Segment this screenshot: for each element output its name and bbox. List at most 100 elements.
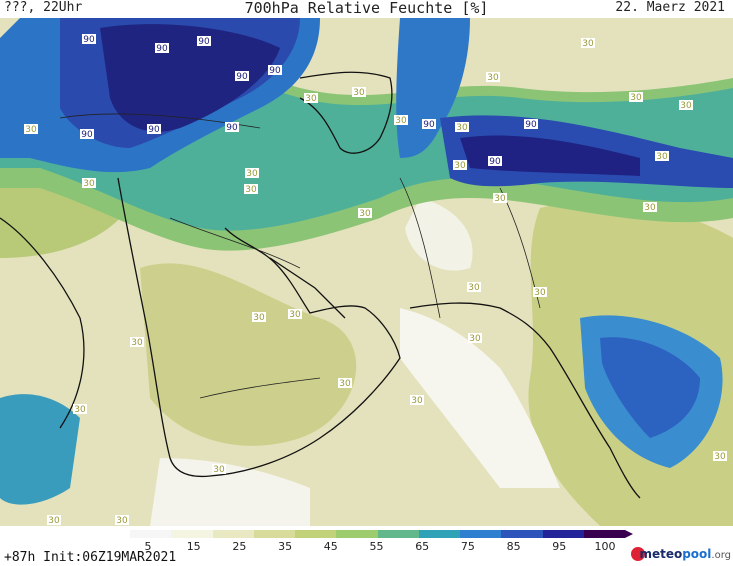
colorbar-tick-label: 35 bbox=[278, 540, 293, 553]
label-30: 30 bbox=[352, 87, 366, 98]
label-30: 30 bbox=[486, 72, 500, 83]
label-30: 30 bbox=[47, 515, 61, 526]
svg-text:30: 30 bbox=[83, 179, 95, 189]
colorbar-segment bbox=[377, 530, 419, 538]
svg-text:30: 30 bbox=[411, 396, 423, 406]
label-90: 90 bbox=[82, 34, 96, 45]
colorbar-segment bbox=[212, 530, 254, 538]
coastlines bbox=[0, 71, 641, 499]
brand-accent: pool bbox=[682, 547, 712, 561]
svg-text:90: 90 bbox=[269, 66, 281, 76]
svg-text:30: 30 bbox=[582, 39, 594, 49]
label-30: 30 bbox=[130, 337, 144, 348]
svg-text:30: 30 bbox=[213, 465, 225, 475]
coast-gulf bbox=[269, 257, 346, 319]
svg-text:30: 30 bbox=[395, 116, 407, 126]
contour-labels: 90 90 90 90 90 90 90 90 90 90 90 30 30 3… bbox=[24, 34, 727, 526]
label-30: 30 bbox=[455, 122, 469, 133]
label-30: 30 bbox=[679, 100, 693, 111]
label-30: 30 bbox=[115, 515, 129, 526]
field-blue-caspian bbox=[396, 18, 470, 158]
colorbar-segment bbox=[253, 530, 295, 538]
label-90: 90 bbox=[225, 122, 239, 133]
field-dry-iran bbox=[405, 198, 473, 271]
svg-text:30: 30 bbox=[454, 161, 466, 171]
label-90: 90 bbox=[488, 156, 502, 167]
svg-text:30: 30 bbox=[680, 101, 692, 111]
label-90: 90 bbox=[422, 119, 436, 130]
label-30: 30 bbox=[581, 38, 595, 49]
map-title: 700hPa Relative Feuchte [%] bbox=[244, 0, 489, 17]
label-90: 90 bbox=[235, 71, 249, 82]
colorbar-segment bbox=[501, 530, 543, 538]
forecast-init-label: +87h Init:06Z19MAR2021 bbox=[4, 550, 177, 565]
svg-text:30: 30 bbox=[253, 313, 265, 323]
coast-iran-india bbox=[409, 302, 641, 499]
svg-text:30: 30 bbox=[630, 93, 642, 103]
label-90: 90 bbox=[197, 36, 211, 47]
svg-text:90: 90 bbox=[198, 37, 210, 47]
svg-text:30: 30 bbox=[487, 73, 499, 83]
label-30: 30 bbox=[304, 93, 318, 104]
colorbar-tick-label: 95 bbox=[552, 540, 567, 553]
label-30: 30 bbox=[394, 115, 408, 126]
field-deep-india bbox=[600, 337, 700, 438]
label-90: 90 bbox=[147, 124, 161, 135]
footer-bar: 5 15 25 35 45 55 65 75 85 95 100 +87h Init:06Z19MA… bbox=[0, 526, 733, 566]
svg-text:30: 30 bbox=[245, 185, 257, 195]
colorbar-tick-label: 45 bbox=[323, 540, 338, 553]
svg-text:30: 30 bbox=[289, 310, 301, 320]
label-30: 30 bbox=[643, 202, 657, 213]
label-30: 30 bbox=[453, 160, 467, 171]
svg-text:30: 30 bbox=[339, 379, 351, 389]
meteopool-logo-icon bbox=[631, 547, 645, 561]
svg-text:90: 90 bbox=[236, 72, 248, 82]
humidity-map-svg: 90 90 90 90 90 90 90 90 90 90 90 30 30 3… bbox=[0, 18, 733, 526]
colorbar-segment bbox=[583, 530, 625, 538]
label-30: 30 bbox=[533, 287, 547, 298]
colorbar-segment bbox=[171, 530, 213, 538]
label-30: 30 bbox=[288, 309, 302, 320]
label-30: 30 bbox=[655, 151, 669, 162]
svg-text:30: 30 bbox=[353, 88, 365, 98]
label-90: 90 bbox=[80, 129, 94, 140]
colorbar-segment bbox=[418, 530, 460, 538]
label-30: 30 bbox=[82, 178, 96, 189]
border-1 bbox=[169, 217, 301, 269]
svg-text:30: 30 bbox=[468, 283, 480, 293]
brand-suffix: .org bbox=[711, 550, 731, 561]
svg-text:30: 30 bbox=[48, 516, 60, 526]
colorbar-max-tip bbox=[625, 530, 633, 538]
svg-text:30: 30 bbox=[25, 125, 37, 135]
label-90: 90 bbox=[268, 65, 282, 76]
field-olive-arabia bbox=[140, 263, 357, 446]
label-30: 30 bbox=[410, 395, 424, 406]
label-30: 30 bbox=[467, 282, 481, 293]
svg-text:90: 90 bbox=[81, 130, 93, 140]
colorbar-tick-label: 100 bbox=[594, 540, 616, 553]
colorbar-tick-label: 65 bbox=[415, 540, 430, 553]
colorbar-tick-label: 5 bbox=[144, 540, 152, 553]
svg-text:30: 30 bbox=[644, 203, 656, 213]
coast-africa bbox=[0, 217, 85, 429]
label-30: 30 bbox=[252, 312, 266, 323]
svg-text:30: 30 bbox=[456, 123, 468, 133]
svg-text:90: 90 bbox=[525, 120, 537, 130]
label-30: 30 bbox=[73, 404, 87, 415]
label-30: 30 bbox=[245, 168, 259, 179]
svg-text:90: 90 bbox=[423, 120, 435, 130]
border-4 bbox=[199, 377, 321, 399]
svg-text:90: 90 bbox=[148, 125, 160, 135]
svg-text:30: 30 bbox=[494, 194, 506, 204]
colorbar-ticks: 5 15 25 35 45 55 65 75 85 95 100 bbox=[0, 540, 733, 554]
label-30: 30 bbox=[338, 378, 352, 389]
label-30: 30 bbox=[629, 92, 643, 103]
label-30: 30 bbox=[212, 464, 226, 475]
valid-day-time: ???, 22Uhr bbox=[4, 0, 83, 15]
label-30: 30 bbox=[244, 184, 258, 195]
meteopool-brand[interactable]: meteopool.org bbox=[639, 547, 731, 561]
colorbar-segment bbox=[460, 530, 502, 538]
label-30: 30 bbox=[358, 208, 372, 219]
label-90: 90 bbox=[155, 43, 169, 54]
humidity-map: 90 90 90 90 90 90 90 90 90 90 90 30 30 3… bbox=[0, 18, 733, 526]
